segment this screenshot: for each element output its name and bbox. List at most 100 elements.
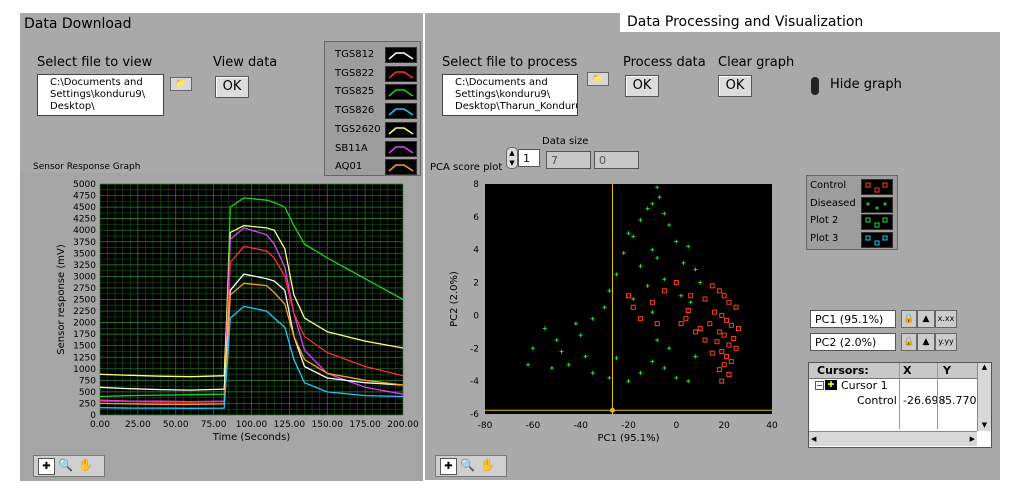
process-file-path-input[interactable]: C:\Documents and Settings\konduru9\ Desk… [442, 74, 578, 116]
pca-point-control [688, 293, 694, 299]
data-size-label: Data size [542, 136, 589, 147]
pan-tool-icon[interactable]: ✋ [78, 458, 93, 472]
pca-point-control [724, 354, 730, 359]
cursor-table-vscrollbar[interactable]: ▲ ▼ [977, 363, 991, 431]
pca-point-diseased [549, 366, 554, 370]
pca-point-diseased [662, 366, 667, 370]
sensor-legend-item[interactable]: TGS826 [325, 102, 420, 120]
pca-point-control [733, 304, 739, 310]
pca-y-tick-label: -4 [470, 377, 479, 387]
pca-point-control [726, 299, 732, 305]
pca-point-diseased [698, 280, 703, 285]
sensor-y-tick-label: 2250 [73, 307, 96, 317]
zoom-tool-icon[interactable]: 🔍 [58, 458, 73, 472]
data-processing-title: Data Processing and Visualization [627, 14, 864, 30]
pca-y-tick-label: 0 [473, 311, 479, 321]
sensor-x-tick-label: 100.00 [236, 420, 268, 430]
pca-point-diseased [559, 349, 564, 354]
data-size-field-1: 7 [546, 151, 591, 169]
tree-collapse-icon[interactable]: − [815, 381, 824, 390]
pca-legend-item[interactable]: Diseased [807, 196, 897, 213]
cursor-pc2-format-icon[interactable]: y.yy [935, 333, 957, 351]
sensor-y-tick-label: 1250 [73, 353, 96, 363]
pca-point-control [654, 321, 660, 327]
pca-point-control [724, 317, 730, 323]
sensor-y-tick-label: 1750 [73, 330, 96, 340]
pca-point-control [649, 299, 655, 305]
folder-browse-icon[interactable]: 📁 [170, 77, 192, 91]
sensor-legend-item[interactable]: TGS822 [325, 65, 420, 83]
pca-legend-item[interactable]: Control [807, 178, 897, 195]
pca-point-diseased [667, 346, 672, 351]
sensor-graph-title: Sensor Response Graph [33, 162, 141, 172]
pca-legend-square [874, 222, 880, 228]
pca-cursor-marker [609, 407, 615, 413]
index-input[interactable]: 1 [518, 149, 540, 167]
pca-plot-title: PCA score plot [430, 162, 503, 173]
cursor-table[interactable]: Cursors: X Y − ✚ Cursor 1 Control -26.69… [808, 362, 992, 448]
sensor-y-tick-label: 1000 [73, 365, 96, 375]
pca-crosshair-tool-icon[interactable]: ✚ [440, 458, 457, 475]
view-file-path-input[interactable]: C:\Documents and Settings\konduru9\ Desk… [37, 74, 164, 116]
sensor-legend-swatch-stroke [388, 52, 414, 60]
cursor-pc1-format-icon[interactable]: x.xx [935, 310, 957, 328]
data-download-title: Data Download [24, 16, 132, 32]
pca-point-diseased [566, 362, 571, 367]
pca-point-control [721, 293, 727, 299]
clear-graph-ok-button[interactable]: OK [718, 75, 752, 97]
cursor-pc1-field[interactable]: PC1 (95.1%) [810, 310, 896, 328]
pca-x-axis-label: PC1 (95.1%) [597, 433, 659, 444]
pca-legend-swatch [861, 196, 893, 213]
sensor-legend-item[interactable]: TGS825 [325, 83, 420, 101]
pca-point-diseased [631, 234, 636, 239]
sensor-legend-swatch-stroke [388, 89, 414, 98]
process-folder-browse-icon[interactable]: 📁 [587, 72, 609, 86]
hide-graph-toggle-icon[interactable] [811, 77, 819, 95]
left-graph-toolbar: ✚ 🔍 ✋ [33, 455, 105, 477]
sensor-y-tick-label: 4750 [73, 192, 96, 202]
pca-point-control [712, 309, 718, 315]
process-data-ok-button[interactable]: OK [625, 75, 659, 97]
pca-pan-tool-icon[interactable]: ✋ [480, 458, 495, 472]
cursor-pc2-field[interactable]: PC2 (2.0%) [810, 333, 896, 351]
sensor-y-tick-label: 2500 [73, 296, 96, 306]
pca-x-tick-label: 40 [766, 421, 778, 431]
crosshair-tool-icon[interactable]: ✚ [38, 458, 55, 475]
pca-point-diseased [655, 185, 660, 190]
pca-point-diseased [590, 316, 595, 321]
sensor-y-tick-label: 3500 [73, 249, 96, 259]
select-file-process-label: Select file to process [442, 55, 578, 70]
sensor-legend-swatch-line [388, 89, 414, 98]
pca-point-control [721, 332, 727, 338]
sensor-x-tick-label: 175.00 [349, 420, 381, 430]
pca-point-control [661, 288, 667, 294]
view-data-ok-button[interactable]: OK [215, 76, 249, 98]
sensor-legend-item[interactable]: SB11A [325, 140, 420, 158]
sensor-legend-swatch-line [388, 70, 414, 79]
pca-point-diseased [607, 288, 612, 293]
sensor-legend: TGS812 TGS822 TGS825 TGS826 TGS2620 SB11A AQ01 [324, 41, 421, 176]
sensor-x-tick-label: 25.00 [125, 420, 151, 430]
pca-legend-item[interactable]: Plot 2 [807, 213, 897, 230]
pca-zoom-tool-icon[interactable]: 🔍 [460, 458, 475, 472]
index-stepper-icon[interactable]: ▲ ▼ [506, 147, 518, 169]
pca-legend-item[interactable]: Plot 3 [807, 231, 897, 248]
pca-x-tick-label: -40 [573, 421, 588, 431]
pca-point-control [716, 329, 722, 335]
cursor-pc2-lock-icon[interactable]: 🔒 [901, 333, 917, 351]
right-graph-toolbar: ✚ 🔍 ✋ [435, 455, 507, 477]
sensor-legend-item[interactable]: TGS812 [325, 46, 420, 64]
sensor-legend-item[interactable]: TGS2620 [325, 121, 420, 139]
sensor-y-axis-label: Sensor response (mV) [56, 244, 67, 355]
sensor-legend-item[interactable]: AQ01 [325, 158, 420, 176]
sensor-legend-swatch [385, 121, 417, 138]
sensor-x-tick-label: 0.00 [90, 420, 110, 430]
cursor-pc1-lock-icon[interactable]: 🔒 [901, 310, 917, 328]
cursor-table-hscrollbar[interactable]: ◀ ▶ [809, 431, 977, 446]
pca-point-control [716, 288, 722, 294]
cursor-pc1-style-icon[interactable]: ▲ [917, 310, 935, 328]
cursor-pc2-style-icon[interactable]: ▲ [917, 333, 935, 351]
pca-point-diseased [650, 247, 655, 252]
